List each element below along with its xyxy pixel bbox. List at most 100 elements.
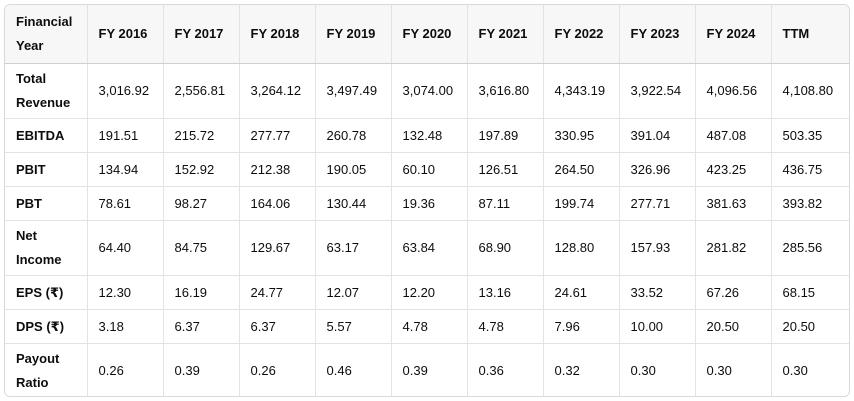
table-cell: 68.15	[771, 275, 849, 310]
table-cell: 0.36	[467, 343, 544, 396]
table-cell: 129.67	[239, 220, 316, 276]
table-cell: 128.80	[543, 220, 620, 276]
table-cell: 60.10	[391, 152, 468, 187]
column-header-fy-2016: FY 2016	[87, 5, 164, 64]
table-cell: 6.37	[163, 309, 240, 344]
table-cell: 4.78	[391, 309, 468, 344]
table-cell: 330.95	[543, 118, 620, 153]
table-cell: 132.48	[391, 118, 468, 153]
table-cell: 487.08	[695, 118, 772, 153]
table-cell: 78.61	[87, 186, 164, 221]
table-cell: 10.00	[619, 309, 696, 344]
table-cell: 67.26	[695, 275, 772, 310]
table-cell: 24.77	[239, 275, 316, 310]
table-cell: 19.36	[391, 186, 468, 221]
table-cell: 3,922.54	[619, 63, 696, 119]
table-cell: 503.35	[771, 118, 849, 153]
table-cell: 277.71	[619, 186, 696, 221]
financial-table-container: Financial Year FY 2016 FY 2017 FY 2018 F…	[4, 4, 850, 397]
column-header-fy-2020: FY 2020	[391, 5, 468, 64]
table-cell: 13.16	[467, 275, 544, 310]
table-cell: 3,616.80	[467, 63, 544, 119]
row-label: Total Revenue	[5, 63, 88, 119]
table-cell: 152.92	[163, 152, 240, 187]
row-label: Net Income	[5, 220, 88, 276]
financial-table: Financial Year FY 2016 FY 2017 FY 2018 F…	[5, 5, 849, 396]
table-cell: 4.78	[467, 309, 544, 344]
table-cell: 0.46	[315, 343, 392, 396]
table-cell: 16.19	[163, 275, 240, 310]
row-label: PBT	[5, 186, 88, 221]
table-cell: 98.27	[163, 186, 240, 221]
table-cell: 134.94	[87, 152, 164, 187]
table-cell: 6.37	[239, 309, 316, 344]
table-cell: 20.50	[695, 309, 772, 344]
row-label: EPS (₹)	[5, 275, 88, 310]
column-header-fy-2024: FY 2024	[695, 5, 772, 64]
table-cell: 191.51	[87, 118, 164, 153]
table-row: EBITDA 191.51 215.72 277.77 260.78 132.48 197.…	[5, 118, 849, 153]
row-label: DPS (₹)	[5, 309, 88, 344]
table-row: PBT 78.61 98.27 164.06 130.44 19.36 87.11 199.7…	[5, 186, 849, 221]
table-cell: 12.07	[315, 275, 392, 310]
table-row: EPS (₹) 12.30 16.19 24.77 12.07 12.20 13.16 24.…	[5, 275, 849, 310]
table-cell: 215.72	[163, 118, 240, 153]
table-cell: 436.75	[771, 152, 849, 187]
column-header-fy-2019: FY 2019	[315, 5, 392, 64]
column-header-fy-2018: FY 2018	[239, 5, 316, 64]
table-cell: 157.93	[619, 220, 696, 276]
table-cell: 87.11	[467, 186, 544, 221]
column-header-financial-year: Financial Year	[5, 5, 88, 64]
table-cell: 199.74	[543, 186, 620, 221]
table-cell: 3,074.00	[391, 63, 468, 119]
column-header-fy-2022: FY 2022	[543, 5, 620, 64]
row-label: PBIT	[5, 152, 88, 187]
table-row: Net Income 64.40 84.75 129.67 63.17 63.84 68.9…	[5, 220, 849, 276]
table-cell: 0.30	[782, 363, 808, 378]
table-cell: 24.61	[543, 275, 620, 310]
table-cell: 277.77	[239, 118, 316, 153]
table-cell: 391.04	[619, 118, 696, 153]
table-cell: 4,343.19	[543, 63, 620, 119]
table-cell: 3.18	[87, 309, 164, 344]
table-cell: 68.90	[467, 220, 544, 276]
table-cell: 126.51	[467, 152, 544, 187]
table-cell: 281.82	[695, 220, 772, 276]
table-cell: 3,016.92	[87, 63, 164, 119]
row-label: EBITDA	[5, 118, 88, 153]
table-cell: 2,556.81	[163, 63, 240, 119]
table-cell: 0.32	[543, 343, 620, 396]
table-cell: 0.39	[391, 343, 468, 396]
column-header-ttm: TTM	[771, 5, 849, 64]
table-cell: 12.30	[87, 275, 164, 310]
table-cell: 64.40	[87, 220, 164, 276]
table-cell: 264.50	[543, 152, 620, 187]
table-cell: 4,096.56	[695, 63, 772, 119]
header-row: Financial Year FY 2016 FY 2017 FY 2018 F…	[5, 5, 849, 64]
table-cell: 3,497.49	[315, 63, 392, 119]
table-cell: 423.25	[695, 152, 772, 187]
table-cell: 285.56	[771, 220, 849, 276]
table-cell: 260.78	[315, 118, 392, 153]
table-cell: 0.30	[619, 343, 696, 396]
table-cell: 0.30	[695, 343, 772, 396]
table-row: Payout Ratio 0.26 0.39 0.26 0.46 0.39 0.36 0.32…	[5, 343, 849, 396]
row-label: Payout Ratio	[5, 343, 88, 396]
table-cell: 63.17	[315, 220, 392, 276]
table-cell: 5.57	[315, 309, 392, 344]
table-cell: 393.82	[771, 186, 849, 221]
table-cell: 197.89	[467, 118, 544, 153]
table-row: DPS (₹) 3.18 6.37 6.37 5.57 4.78 4.78 7.96 10.00…	[5, 309, 849, 344]
column-header-fy-2017: FY 2017	[163, 5, 240, 64]
table-row: Total Revenue 3,016.92 2,556.81 3,264.12 3,4…	[5, 63, 849, 119]
table-cell: 0.39	[163, 343, 240, 396]
table-cell: 381.63	[695, 186, 772, 221]
table-cell: 130.44	[315, 186, 392, 221]
table-cell: 190.05	[315, 152, 392, 187]
table-cell: 0.26	[87, 343, 164, 396]
column-header-fy-2023: FY 2023	[619, 5, 696, 64]
column-header-fy-2021: FY 2021	[467, 5, 544, 64]
table-cell: 164.06	[239, 186, 316, 221]
table-row: PBIT 134.94 152.92 212.38 190.05 60.10 126.51 2…	[5, 152, 849, 187]
table-cell: 20.50	[771, 309, 849, 344]
